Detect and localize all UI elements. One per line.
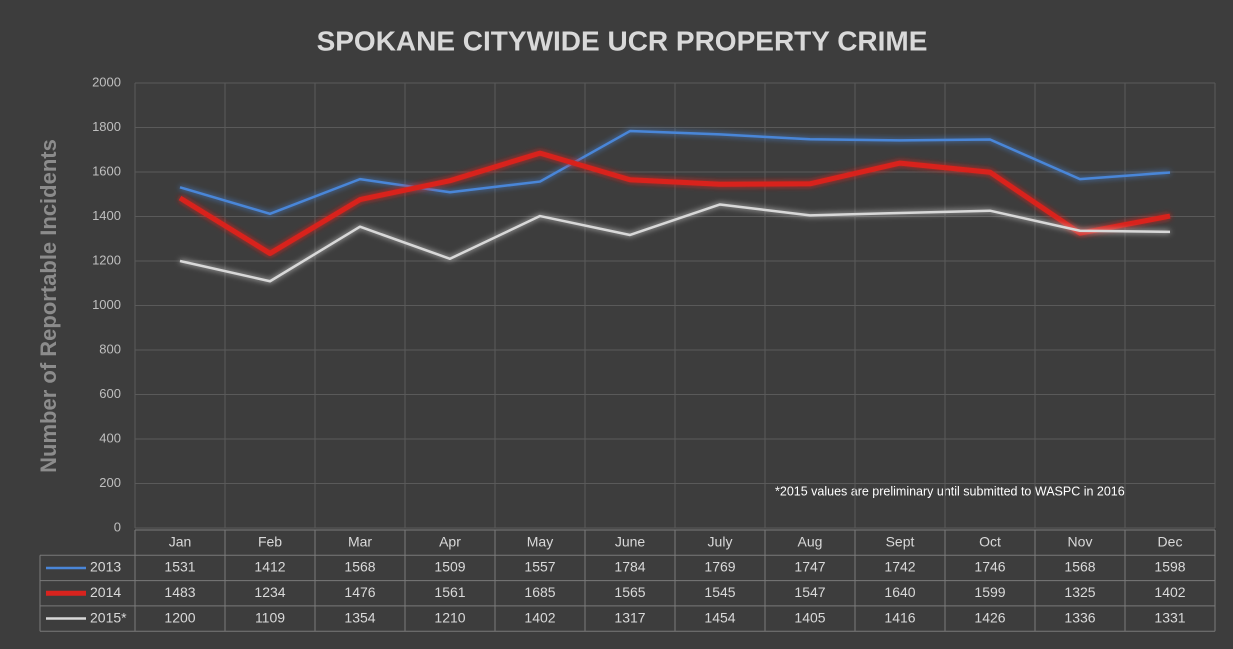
table-value: 1234 <box>254 584 285 600</box>
table-value: 1747 <box>794 559 825 575</box>
table-value: 1640 <box>884 584 915 600</box>
chart-title: SPOKANE CITYWIDE UCR PROPERTY CRIME <box>317 25 928 56</box>
x-tick-label: Oct <box>979 533 1001 549</box>
table-value: 1331 <box>1154 609 1185 625</box>
table-value: 1547 <box>794 584 825 600</box>
table-value: 1784 <box>614 559 645 575</box>
x-tick-label: Aug <box>798 533 823 549</box>
table-value: 1336 <box>1064 609 1095 625</box>
legend-label: 2014 <box>90 584 121 600</box>
x-tick-label: Sept <box>886 533 915 549</box>
x-tick-label: Apr <box>439 533 461 549</box>
table-value: 1568 <box>1064 559 1095 575</box>
table-value: 1568 <box>344 559 375 575</box>
table-value: 1561 <box>434 584 465 600</box>
y-tick-label: 2000 <box>92 74 121 89</box>
table-value: 1685 <box>524 584 555 600</box>
table-value: 1746 <box>974 559 1005 575</box>
table-value: 1599 <box>974 584 1005 600</box>
x-tick-label: Mar <box>348 533 372 549</box>
legend-label: 2013 <box>90 559 121 575</box>
series-line <box>179 203 1171 283</box>
table-value: 1598 <box>1154 559 1185 575</box>
table-value: 1454 <box>704 609 735 625</box>
y-tick-label: 1000 <box>92 297 121 312</box>
table-value: 1531 <box>164 559 195 575</box>
y-tick-label: 800 <box>99 341 121 356</box>
table-value: 1109 <box>255 609 285 625</box>
table-value: 1405 <box>794 609 825 625</box>
series-line <box>179 129 1171 216</box>
table-value: 1769 <box>704 559 735 575</box>
y-tick-label: 1200 <box>92 252 121 267</box>
y-tick-label: 1600 <box>92 163 121 178</box>
table-value: 1402 <box>1154 584 1185 600</box>
y-tick-label: 200 <box>99 475 121 490</box>
table-value: 1416 <box>884 609 915 625</box>
x-tick-label: Jan <box>169 533 192 549</box>
y-tick-label: 400 <box>99 430 121 445</box>
table-value: 1426 <box>974 609 1005 625</box>
table-value: 1483 <box>164 584 195 600</box>
x-tick-label: June <box>615 533 646 549</box>
table-value: 1317 <box>614 609 645 625</box>
table-value: 1545 <box>704 584 735 600</box>
y-axis-label: Number of Reportable Incidents <box>36 139 61 473</box>
legend-label: 2015* <box>90 609 127 625</box>
y-tick-label: 600 <box>99 386 121 401</box>
y-tick-label: 1400 <box>92 208 121 223</box>
x-tick-label: Nov <box>1068 533 1093 549</box>
x-tick-label: May <box>527 533 553 549</box>
table-value: 1412 <box>254 559 285 575</box>
table-value: 1402 <box>524 609 555 625</box>
x-tick-label: July <box>708 533 733 549</box>
table-value: 1509 <box>434 559 465 575</box>
table-value: 1325 <box>1064 584 1095 600</box>
x-tick-label: Dec <box>1158 533 1183 549</box>
table-value: 1354 <box>344 609 375 625</box>
y-tick-label: 1800 <box>92 119 121 134</box>
table-value: 1565 <box>614 584 645 600</box>
x-tick-label: Feb <box>258 533 282 549</box>
table-value: 1210 <box>434 609 465 625</box>
series-line <box>178 150 1171 256</box>
y-tick-label: 0 <box>114 519 121 534</box>
table-value: 1557 <box>524 559 555 575</box>
table-value: 1742 <box>884 559 915 575</box>
table-value: 1476 <box>344 584 375 600</box>
table-value: 1200 <box>164 609 195 625</box>
annotation: *2015 values are preliminary until submi… <box>775 484 1125 498</box>
